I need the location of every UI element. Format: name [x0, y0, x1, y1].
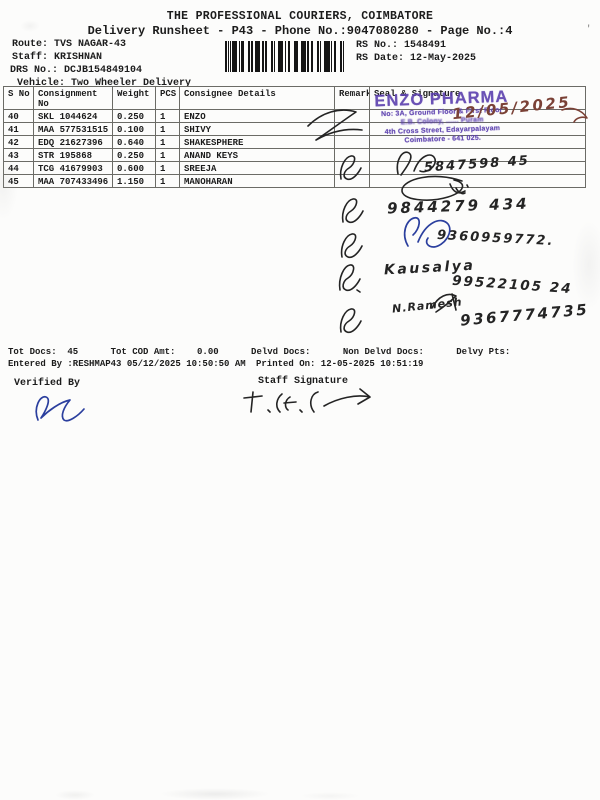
consignment-table: S No Consignment No Weight PCS Consignee…	[3, 86, 586, 188]
weight-cell: 1.150	[112, 174, 156, 188]
col-pcs: PCS	[155, 86, 180, 110]
pcs-cell: 1	[155, 161, 180, 175]
table-header-row: S No Consignment No Weight PCS Consignee…	[3, 86, 586, 110]
drs-no-line: DRS No.: DCJB154849104	[10, 65, 143, 76]
scan-corner-mark: '	[586, 24, 592, 34]
runsheet-subtitle: Delivery Runsheet - P43 - Phone No.:9047…	[87, 24, 513, 38]
consignment-no-cell: MAA 577531515	[33, 122, 113, 136]
delivery-tick-scribble	[339, 155, 362, 181]
consignee-cell: MANOHARAN	[179, 174, 335, 188]
consignee-phone-handwritten: 9367774735	[459, 300, 590, 330]
consignee-cell: ANAND KEYS	[179, 148, 335, 162]
table-row: 43 STR 195868 0.250 1 ANAND KEYS	[3, 148, 586, 162]
consignee-signature-scribble	[401, 175, 469, 201]
pcs-cell: 1	[155, 109, 180, 123]
consignee-signature-scribble	[403, 217, 451, 248]
staff-line: Staff: KRISHNAN	[12, 52, 103, 63]
consignee-signature-scribble	[431, 293, 457, 313]
consignment-no-cell: SKL 1044624	[33, 109, 113, 123]
weight-cell: 0.640	[112, 135, 156, 149]
company-title: THE PROFESSIONAL COURIERS, COIMBATORE	[166, 10, 434, 23]
consignment-no-cell: EDQ 21627396	[33, 135, 113, 149]
consignment-no-cell: STR 195868	[33, 148, 113, 162]
delivery-tick-scribble	[341, 198, 364, 224]
weight-cell: 0.250	[112, 109, 156, 123]
pcs-cell: 1	[155, 122, 180, 136]
pcs-cell: 1	[155, 135, 180, 149]
printed-on-line: Printed On: 12-05-2025 10:51:19	[256, 359, 424, 369]
delivery-tick-scribble	[340, 233, 363, 259]
consignee-phone-handwritten: 99522105 24	[451, 272, 574, 298]
consignment-no-cell: MAA 707433496	[33, 174, 113, 188]
rs-date-line: RS Date: 12-May-2025	[356, 53, 477, 64]
rs-no-line: RS No.: 1548491	[356, 40, 447, 51]
pcs-cell: 1	[155, 174, 180, 188]
pcs-cell: 1	[155, 148, 180, 162]
table-row: 42 EDQ 21627396 0.640 1 SHAKESPHERE	[3, 135, 586, 149]
consignee-cell: SREEJA	[179, 161, 335, 175]
verified-by-signature	[35, 396, 85, 422]
delivery-tick-scribble	[338, 264, 361, 293]
s-no-cell: 42	[3, 135, 34, 149]
s-no-cell: 40	[3, 109, 34, 123]
consignment-no-cell: TCG 41679903	[33, 161, 113, 175]
verified-by-label: Verified By	[14, 378, 81, 389]
date-flourish-scribble	[561, 107, 588, 123]
weight-cell: 0.100	[112, 122, 156, 136]
table-row: 40 SKL 1044624 0.250 1 ENZO	[3, 109, 586, 123]
entered-by-line: Entered By :RESHMAP43 05/12/2025 10:50:5…	[8, 359, 246, 369]
consignee-signature-scribble	[396, 151, 437, 176]
table-row: 45 MAA 707433496 1.150 1 MANOHARAN	[3, 174, 586, 188]
col-consignment-no: Consignment No	[33, 86, 113, 110]
delivery-tick-scribble	[339, 308, 362, 334]
weight-cell: 0.250	[112, 148, 156, 162]
barcode-icon	[225, 41, 345, 72]
weight-cell: 0.600	[112, 161, 156, 175]
staff-signature	[243, 388, 371, 413]
s-no-cell: 41	[3, 122, 34, 136]
delivery-tick-scribble	[307, 109, 363, 141]
col-weight: Weight	[112, 86, 156, 110]
vehicle-line: Vehicle: Two Wheeler Delivery	[17, 78, 192, 89]
totals-line: Tot Docs: 45 Tot COD Amt: 0.00 Delvd Doc…	[8, 347, 511, 357]
route-line: Route: TVS NAGAR-43	[12, 39, 127, 50]
col-s-no: S No	[3, 86, 34, 110]
staff-signature-label: Staff Signature	[258, 376, 349, 387]
